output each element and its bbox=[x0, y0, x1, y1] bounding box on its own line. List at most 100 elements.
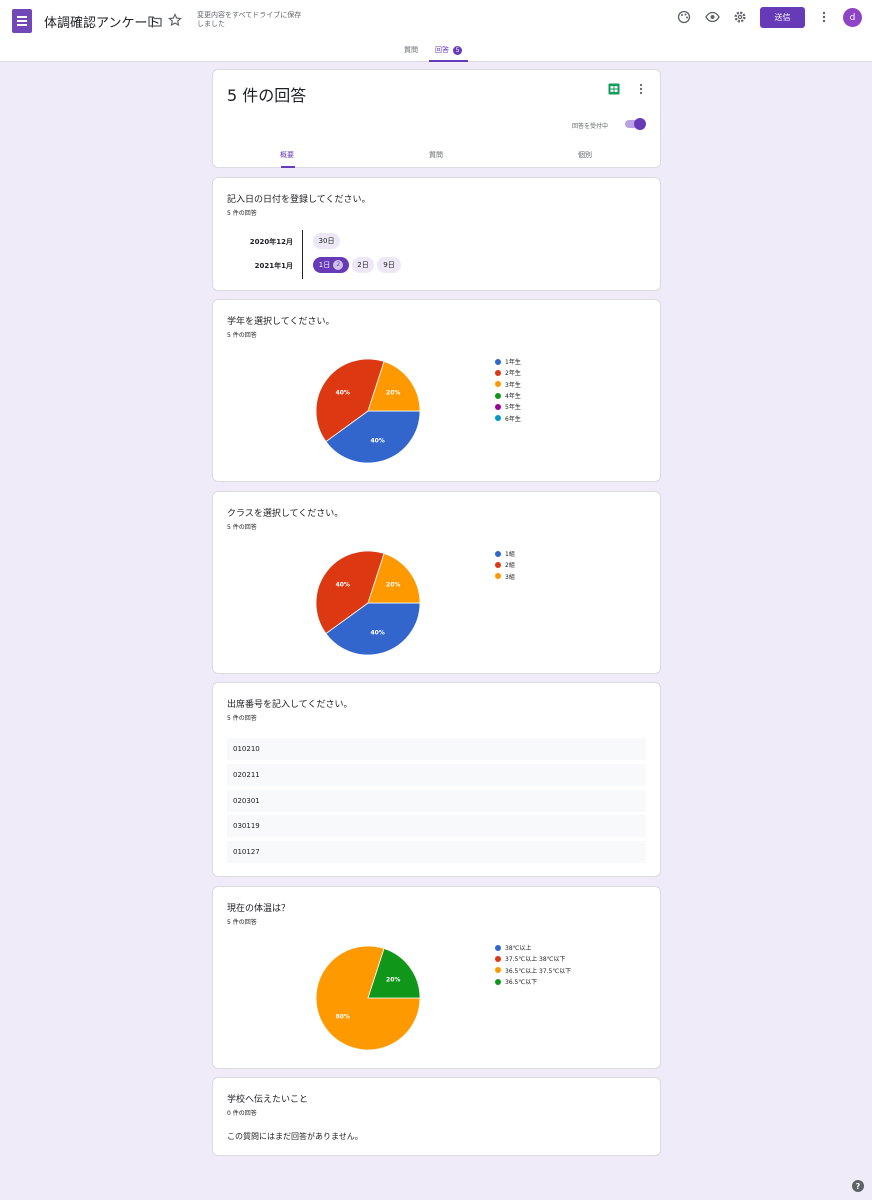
summary-more-vert-icon[interactable] bbox=[632, 80, 650, 98]
tab-summary[interactable]: 概要 bbox=[280, 151, 294, 159]
pie-slice-3[interactable] bbox=[367, 553, 421, 604]
temperature-pie-chart: 80% 20% bbox=[315, 945, 421, 1051]
date-chip[interactable]: 2日 bbox=[352, 257, 374, 273]
send-button[interactable]: 送信 bbox=[760, 7, 805, 28]
text-response-row: 010127 bbox=[227, 841, 646, 863]
legend-label: 36.5℃以下 bbox=[505, 979, 538, 987]
legend-label: 1組 bbox=[505, 551, 515, 559]
legend-label: 1年生 bbox=[505, 359, 521, 367]
legend-swatch bbox=[495, 573, 501, 580]
legend-item: 36.5℃以下 bbox=[495, 976, 571, 987]
response-count: 5 件の回答 bbox=[227, 715, 257, 722]
legend-item: 36.5℃以上 37.5℃以下 bbox=[495, 965, 571, 976]
legend-item: 3年生 bbox=[495, 379, 521, 390]
legend-item: 1年生 bbox=[495, 356, 521, 367]
palette-icon[interactable] bbox=[675, 8, 693, 26]
pie-slice-label: 40% bbox=[336, 582, 350, 589]
legend-item: 1組 bbox=[495, 548, 515, 559]
question-title: 記入日の日付を登録してください。 bbox=[227, 195, 371, 205]
legend-swatch bbox=[495, 392, 501, 399]
question-card-message: 学校へ伝えたいこと 0 件の回答 この質問にはまだ回答がありません。 bbox=[212, 1077, 661, 1156]
pie-slice-label: 40% bbox=[336, 390, 350, 397]
date-chip[interactable]: 9日 bbox=[377, 257, 401, 273]
pie-slice-4[interactable] bbox=[367, 948, 421, 999]
legend-swatch bbox=[495, 967, 501, 974]
folder-icon[interactable] bbox=[146, 12, 164, 30]
legend-swatch bbox=[495, 415, 501, 422]
preview-eye-icon[interactable] bbox=[703, 8, 721, 26]
document-title[interactable]: 体調確認アンケート bbox=[44, 16, 161, 31]
pie-slice-label: 80% bbox=[336, 1013, 350, 1020]
legend-swatch bbox=[495, 381, 501, 388]
grade-pie-chart: 40% 40% 20% bbox=[315, 358, 421, 464]
date-chip-selected[interactable]: 1日 2 bbox=[313, 257, 349, 273]
accepting-responses-label: 回答を受付中 bbox=[572, 123, 609, 130]
toggle-knob[interactable] bbox=[634, 118, 646, 130]
pie-slice-label: 20% bbox=[386, 977, 400, 984]
question-title: 学年を選択してください。 bbox=[227, 317, 335, 327]
legend-item: 2組 bbox=[495, 559, 515, 570]
legend-swatch bbox=[495, 369, 501, 376]
pie-slice-3[interactable] bbox=[367, 361, 421, 412]
legend-label: 6年生 bbox=[505, 415, 521, 423]
text-response-row: 030119 bbox=[227, 815, 646, 837]
timeline-divider bbox=[302, 230, 303, 279]
legend-label: 2組 bbox=[505, 562, 515, 570]
question-card-seat-number: 出席番号を記入してください。 5 件の回答 010210 020211 0203… bbox=[212, 682, 661, 877]
legend-swatch bbox=[495, 550, 501, 557]
pie-slice-1[interactable] bbox=[325, 410, 421, 464]
grade-legend: 1年生 2年生 3年生 4年生 5年生 6年生 bbox=[495, 356, 521, 424]
date-count-badge: 2 bbox=[333, 260, 344, 270]
sheets-icon[interactable] bbox=[605, 80, 623, 98]
tab-responses[interactable]: 回答 5 bbox=[429, 44, 468, 62]
class-legend: 1組 2組 3組 bbox=[495, 548, 515, 582]
pie-slice-2[interactable] bbox=[315, 550, 385, 635]
legend-label: 5年生 bbox=[505, 404, 521, 412]
legend-item: 4年生 bbox=[495, 390, 521, 401]
legend-label: 4年生 bbox=[505, 393, 521, 401]
pie-slice-label: 20% bbox=[386, 582, 400, 589]
settings-gear-icon[interactable] bbox=[731, 8, 749, 26]
question-title: 現在の体温は？ bbox=[227, 904, 291, 914]
legend-label: 2年生 bbox=[505, 370, 521, 378]
app-header: 体調確認アンケート 変更内容をすべてドライブに保存しました 送信 d 質問 回答… bbox=[0, 0, 872, 62]
help-icon[interactable]: ? bbox=[852, 1180, 864, 1192]
date-chip[interactable]: 30日 bbox=[313, 233, 340, 249]
legend-item: 37.5℃以上 38℃以下 bbox=[495, 953, 571, 964]
star-icon[interactable] bbox=[166, 11, 184, 29]
legend-swatch bbox=[495, 561, 501, 568]
question-card-date: 記入日の日付を登録してください。 5 件の回答 2020年12月 2021年1月… bbox=[212, 177, 661, 291]
responses-total-title: 5 件の回答 bbox=[227, 86, 307, 105]
question-card-class: クラスを選択してください。 5 件の回答 40% 40% 20% 1組 2組 3組 bbox=[212, 491, 661, 674]
more-vert-icon[interactable] bbox=[815, 8, 833, 26]
tab-individual[interactable]: 個別 bbox=[578, 151, 592, 159]
legend-label: 37.5℃以上 38℃以下 bbox=[505, 956, 566, 964]
pie-slice-label: 20% bbox=[386, 390, 400, 397]
legend-swatch bbox=[495, 955, 501, 962]
active-tab-indicator bbox=[281, 166, 295, 168]
account-avatar[interactable]: d bbox=[843, 8, 862, 27]
month-label: 2021年1月 bbox=[254, 262, 293, 270]
question-title: 学校へ伝えたいこと bbox=[227, 1095, 309, 1105]
text-response-row: 020211 bbox=[227, 764, 646, 786]
pie-slice-1[interactable] bbox=[325, 602, 421, 656]
question-card-temperature: 現在の体温は？ 5 件の回答 80% 20% 38℃以上 37.5℃以上 38℃以下… bbox=[212, 886, 661, 1069]
question-title: クラスを選択してください。 bbox=[227, 509, 344, 519]
tab-question[interactable]: 質問 bbox=[429, 151, 443, 159]
legend-swatch bbox=[495, 403, 501, 410]
legend-item: 5年生 bbox=[495, 401, 521, 412]
legend-swatch bbox=[495, 944, 501, 951]
responses-count-badge: 5 bbox=[453, 46, 462, 55]
temperature-legend: 38℃以上 37.5℃以上 38℃以下 36.5℃以上 37.5℃以下 36.5℃以下 bbox=[495, 942, 571, 987]
text-response-row: 020301 bbox=[227, 790, 646, 812]
legend-item: 38℃以上 bbox=[495, 942, 571, 953]
forms-logo-icon[interactable] bbox=[12, 9, 32, 33]
pie-slice-label: 40% bbox=[370, 630, 384, 637]
month-label: 2020年12月 bbox=[249, 238, 293, 246]
pie-slice-2[interactable] bbox=[315, 358, 385, 443]
no-responses-text: この質問にはまだ回答がありません。 bbox=[227, 1132, 363, 1141]
text-response-row: 010210 bbox=[227, 738, 646, 760]
legend-label: 38℃以上 bbox=[505, 945, 532, 953]
tab-questions[interactable]: 質問 bbox=[404, 46, 418, 54]
pie-slice-3[interactable] bbox=[315, 945, 421, 1051]
